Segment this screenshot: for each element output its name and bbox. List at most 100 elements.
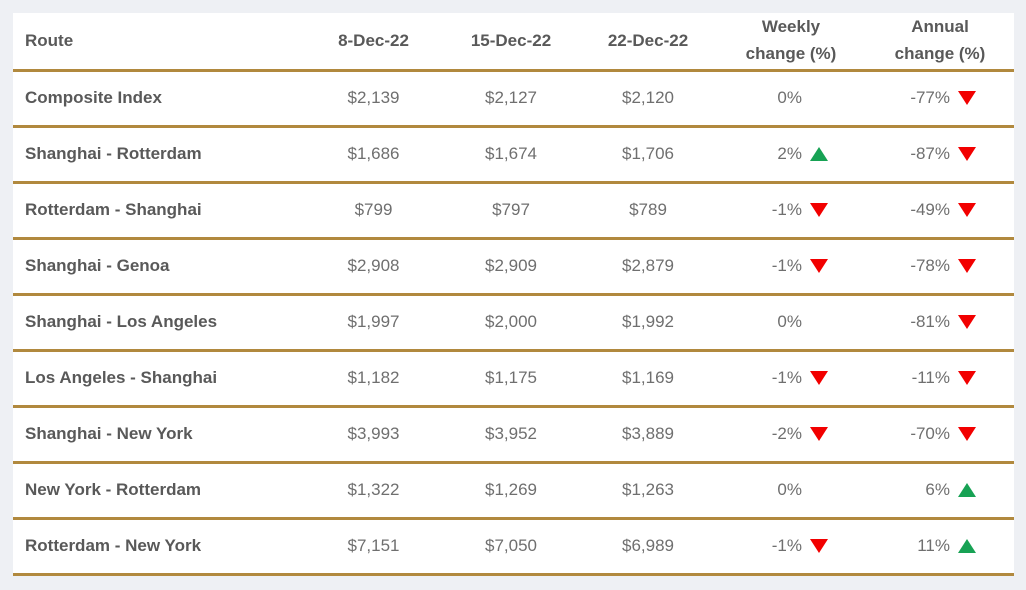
annual-change-value: -87% [910,144,950,163]
annual-change-cell: -49% [866,182,1014,240]
price-cell-date-3: $1,169 [580,350,716,408]
annual-change-arrow-slot [950,371,984,385]
annual-change-arrow-slot [950,91,984,105]
route-cell: Rotterdam - New York [13,518,305,576]
annual-change-value: 6% [925,480,950,499]
route-cell: Rotterdam - Shanghai [13,182,305,240]
weekly-change-cell: -2% [716,406,866,464]
price-cell-date-2: $2,127 [442,70,580,128]
column-header-weekly-change: Weekly change (%) [716,13,866,72]
table-row: Rotterdam - Shanghai $799 $797 $789 -1% … [13,182,1014,240]
route-cell: Shanghai - Los Angeles [13,294,305,352]
column-header-weekly-change-label: Weekly change (%) [745,17,837,63]
down-arrow-icon [810,259,828,273]
weekly-change-cell: -1% [716,238,866,296]
annual-change-cell: -11% [866,350,1014,408]
weekly-change-value: -1% [771,368,802,387]
weekly-change-value: -1% [771,200,802,219]
down-arrow-icon [810,427,828,441]
price-cell-date-1: $3,993 [305,406,442,464]
down-arrow-icon [810,539,828,553]
price-cell-date-3: $1,263 [580,462,716,520]
annual-change-cell: -87% [866,126,1014,184]
annual-change-value: -81% [910,312,950,331]
annual-change-value: -70% [910,424,950,443]
annual-change-arrow-slot [950,427,984,441]
weekly-change-value: 0% [777,312,802,331]
column-header-date-3: 22-Dec-22 [580,13,716,72]
price-cell-date-2: $2,000 [442,294,580,352]
annual-change-cell: 6% [866,462,1014,520]
price-cell-date-2: $1,269 [442,462,580,520]
table-row: Shanghai - New York $3,993 $3,952 $3,889… [13,406,1014,464]
annual-change-arrow-slot [950,147,984,161]
annual-change-value: -11% [911,368,950,387]
down-arrow-icon [958,427,976,441]
down-arrow-icon [958,147,976,161]
route-cell: Shanghai - Rotterdam [13,126,305,184]
annual-change-value: -77% [910,88,950,107]
annual-change-arrow-slot [950,483,984,497]
weekly-change-cell: 0% [716,294,866,352]
weekly-change-value: -1% [771,536,802,555]
price-cell-date-3: $1,706 [580,126,716,184]
weekly-change-cell: 2% [716,126,866,184]
column-header-date-1: 8-Dec-22 [305,13,442,72]
up-arrow-icon [958,539,976,553]
route-cell: Composite Index [13,70,305,128]
column-header-date-2: 15-Dec-22 [442,13,580,72]
annual-change-arrow-slot [950,203,984,217]
route-cell: Shanghai - New York [13,406,305,464]
down-arrow-icon [958,371,976,385]
annual-change-arrow-slot [950,539,984,553]
annual-change-value: -49% [910,200,950,219]
annual-change-value: -78% [910,256,950,275]
annual-change-value: 11% [917,536,950,555]
weekly-change-arrow-slot [802,539,836,553]
annual-change-cell: -78% [866,238,1014,296]
freight-rates-table-card: Route 8-Dec-22 15-Dec-22 22-Dec-22 Weekl… [13,13,1014,576]
price-cell-date-3: $1,992 [580,294,716,352]
price-cell-date-1: $2,139 [305,70,442,128]
weekly-change-value: -1% [771,256,802,275]
price-cell-date-1: $1,322 [305,462,442,520]
price-cell-date-3: $2,879 [580,238,716,296]
annual-change-arrow-slot [950,315,984,329]
weekly-change-arrow-slot [802,427,836,441]
price-cell-date-1: $1,686 [305,126,442,184]
price-cell-date-3: $2,120 [580,70,716,128]
price-cell-date-1: $1,182 [305,350,442,408]
table-row: Composite Index $2,139 $2,127 $2,120 0% … [13,70,1014,128]
route-cell: New York - Rotterdam [13,462,305,520]
down-arrow-icon [958,91,976,105]
annual-change-cell: -77% [866,70,1014,128]
weekly-change-value: -2% [771,424,802,443]
table-row: Shanghai - Rotterdam $1,686 $1,674 $1,70… [13,126,1014,184]
annual-change-cell: 11% [866,518,1014,576]
price-cell-date-2: $3,952 [442,406,580,464]
down-arrow-icon [958,203,976,217]
weekly-change-value: 0% [777,480,802,499]
down-arrow-icon [958,259,976,273]
annual-change-cell: -70% [866,406,1014,464]
column-header-route: Route [13,13,305,72]
price-cell-date-2: $1,674 [442,126,580,184]
weekly-change-value: 2% [777,144,802,163]
price-cell-date-1: $7,151 [305,518,442,576]
price-cell-date-1: $1,997 [305,294,442,352]
table-row: Shanghai - Genoa $2,908 $2,909 $2,879 -1… [13,238,1014,296]
freight-rates-table: Route 8-Dec-22 15-Dec-22 22-Dec-22 Weekl… [13,13,1014,576]
weekly-change-value: 0% [777,88,802,107]
price-cell-date-1: $799 [305,182,442,240]
annual-change-cell: -81% [866,294,1014,352]
price-cell-date-3: $789 [580,182,716,240]
price-cell-date-2: $2,909 [442,238,580,296]
column-header-annual-change-label: Annual change (%) [894,17,986,63]
price-cell-date-2: $797 [442,182,580,240]
weekly-change-arrow-slot [802,259,836,273]
route-cell: Los Angeles - Shanghai [13,350,305,408]
price-cell-date-1: $2,908 [305,238,442,296]
weekly-change-arrow-slot [802,203,836,217]
down-arrow-icon [810,203,828,217]
weekly-change-cell: -1% [716,182,866,240]
